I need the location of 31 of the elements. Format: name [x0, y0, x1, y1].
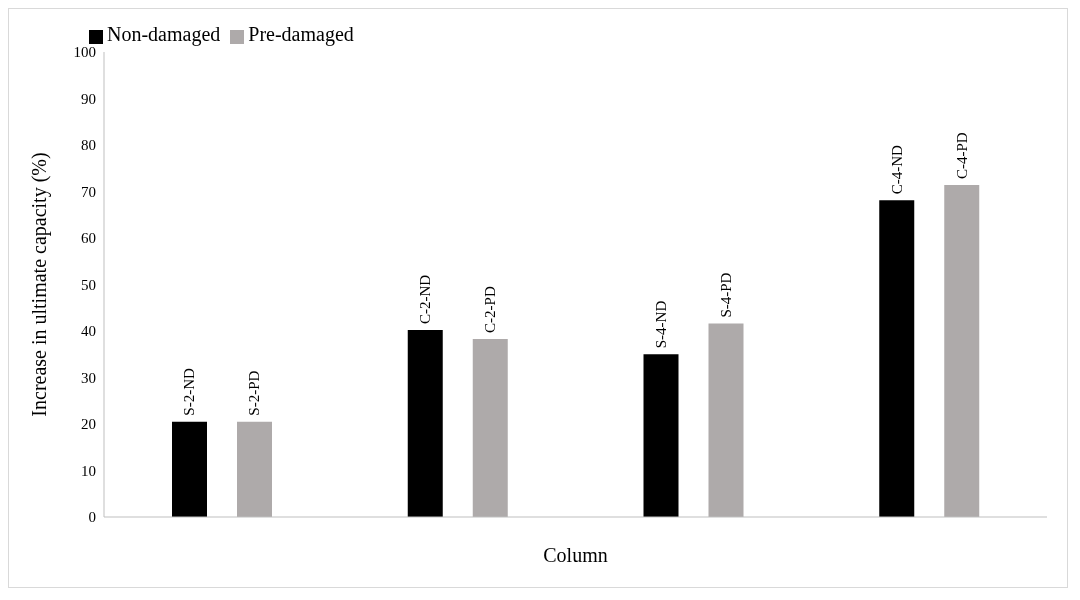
y-tick-label: 40 [81, 323, 96, 340]
bar [237, 421, 272, 517]
data-label: C-2-ND [417, 274, 434, 325]
bar [708, 323, 744, 517]
y-tick-label: 30 [81, 369, 96, 386]
data-label: C-4-ND [888, 145, 905, 195]
bar [879, 200, 915, 517]
y-tick-label: 100 [73, 44, 96, 61]
legend-label: Pre-damaged [248, 23, 354, 45]
y-tick-label: 80 [81, 137, 96, 154]
data-label: S-2-ND [181, 368, 198, 416]
data-label: C-2-PD [482, 286, 499, 333]
bar [643, 354, 679, 517]
y-tick-label: 0 [88, 509, 96, 526]
y-tick-label: 10 [81, 462, 96, 479]
y-tick-label: 90 [81, 90, 96, 107]
bar [407, 330, 443, 517]
data-label: S-2-PD [246, 370, 263, 416]
bar [944, 184, 980, 517]
y-axis-title: Increase in ultimate capacity (%) [28, 152, 52, 417]
x-axis-title: Column [543, 544, 608, 566]
y-tick-label: 20 [81, 416, 96, 433]
legend-label: Non-damaged [107, 23, 221, 45]
data-label: S-4-ND [653, 300, 669, 349]
data-label: C-4-PD [953, 132, 970, 179]
bar [472, 338, 508, 517]
bar [172, 421, 207, 517]
data-label: S-4-PD [718, 272, 734, 318]
y-tick-label: 70 [81, 183, 96, 200]
y-tick-label: 50 [81, 276, 96, 293]
y-tick-label: 60 [81, 230, 96, 247]
